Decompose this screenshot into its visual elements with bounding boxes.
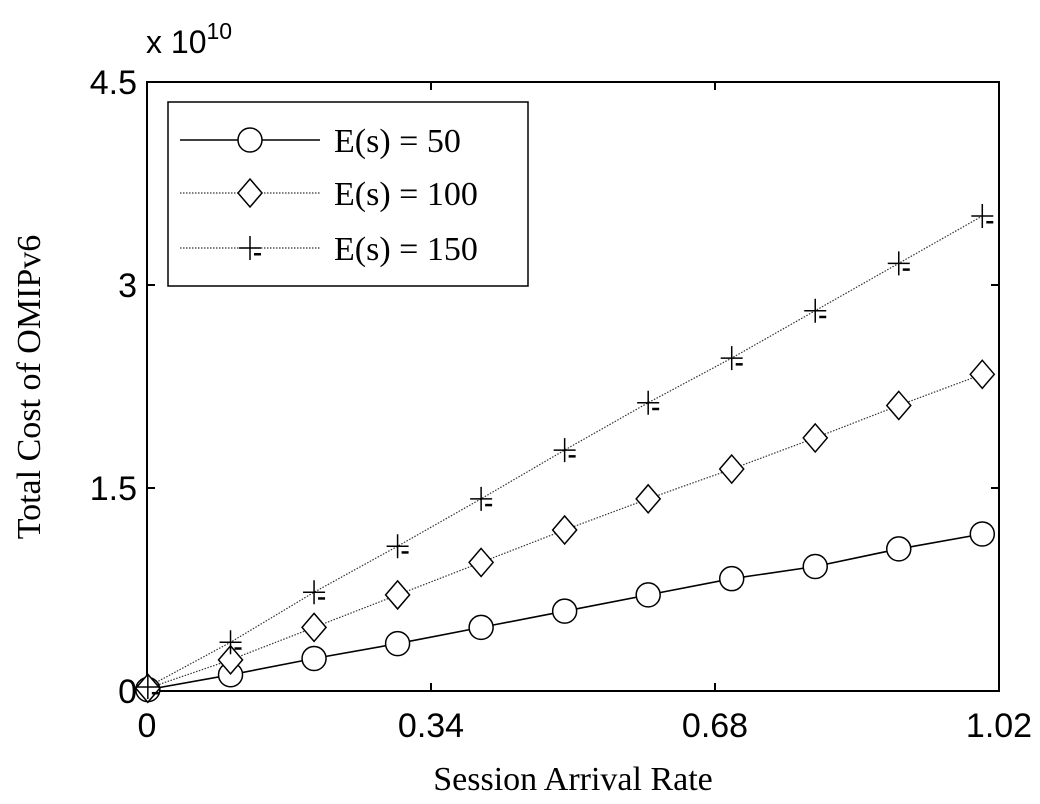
tick-labels: 0 0.34 0.68 1.02 0 1.5 3 4.5 — [90, 64, 1032, 745]
y-multiplier-label: x 1010 — [146, 18, 232, 60]
series-3-marker-tick — [819, 315, 827, 319]
legend-label: E(s) = 100 — [334, 176, 478, 213]
y-tick-label: 0 — [118, 673, 137, 711]
series-2-marker — [384, 579, 411, 611]
x-tick-label: 0.34 — [398, 707, 464, 745]
series-2-marker — [969, 359, 996, 390]
legend-swatch-marker-tick — [254, 253, 261, 256]
series-2-marker — [718, 453, 745, 485]
legend-label: E(s) = 150 — [334, 231, 478, 268]
x-axis-title: Session Arrival Rate — [433, 761, 713, 798]
legend-swatch-marker — [239, 236, 261, 260]
series-2-marker — [885, 390, 912, 421]
series-markers — [134, 203, 996, 704]
y-tick-label: 1.5 — [90, 470, 137, 508]
series-1-marker — [969, 521, 996, 547]
legend-label: E(s) = 50 — [334, 123, 461, 160]
series-3-marker — [219, 630, 242, 655]
x-tick-label: 0 — [138, 707, 157, 745]
series-2-marker — [802, 422, 829, 454]
series-1-marker — [718, 565, 745, 592]
series-3-marker-tick — [151, 691, 159, 695]
series-3-marker — [971, 203, 994, 228]
series-3-marker — [303, 580, 326, 605]
series-1-marker — [384, 630, 411, 657]
y-multiplier-base: x 10 — [146, 24, 206, 60]
series-3-marker-tick — [902, 268, 910, 271]
x-tick-label: 1.02 — [966, 707, 1032, 745]
y-axis-title: Total Cost of OMIPv6 — [11, 235, 48, 540]
legend-swatch-marker — [237, 177, 263, 209]
series-2-marker — [551, 514, 578, 546]
series-3-marker-tick — [986, 220, 994, 224]
series-3-marker-tick — [652, 407, 660, 411]
series-3-marker-tick — [234, 647, 242, 650]
series-3-marker — [804, 298, 827, 323]
legend-swatch-marker — [237, 127, 263, 153]
series-3-marker-tick — [735, 363, 743, 366]
series-1-marker — [468, 614, 494, 641]
series-3-marker-tick — [485, 503, 493, 507]
series-3-marker — [887, 251, 910, 276]
series-3-marker — [637, 390, 660, 415]
series-1-marker — [301, 645, 327, 672]
series-line-2 — [147, 373, 983, 689]
series-3-marker — [553, 438, 576, 463]
series-1-marker — [551, 598, 578, 624]
series-2-marker — [468, 547, 495, 578]
x-tick-label: 0.68 — [682, 707, 748, 745]
series-1-marker — [886, 536, 912, 562]
series-3-marker-tick — [318, 597, 326, 600]
series-2-marker — [301, 612, 328, 643]
legend-box — [167, 101, 529, 287]
series-line-3 — [147, 215, 983, 688]
series-3-marker — [720, 346, 743, 371]
y-tick-label: 4.5 — [90, 64, 137, 102]
series-2-marker — [217, 644, 244, 676]
series-1-marker — [635, 582, 661, 608]
series-3-marker — [136, 674, 159, 699]
legend: E(s) = 50 E(s) = 100 E(s) = 150 — [167, 101, 529, 287]
series-3-marker — [470, 486, 493, 511]
series-3-marker-tick — [568, 455, 576, 458]
series-3-marker — [386, 534, 409, 559]
series-3-marker-tick — [401, 551, 409, 554]
y-tick-label: 3 — [118, 267, 137, 305]
series-2-marker — [635, 483, 662, 514]
y-multiplier-exponent: 10 — [206, 18, 232, 44]
series-1-marker — [802, 553, 828, 580]
